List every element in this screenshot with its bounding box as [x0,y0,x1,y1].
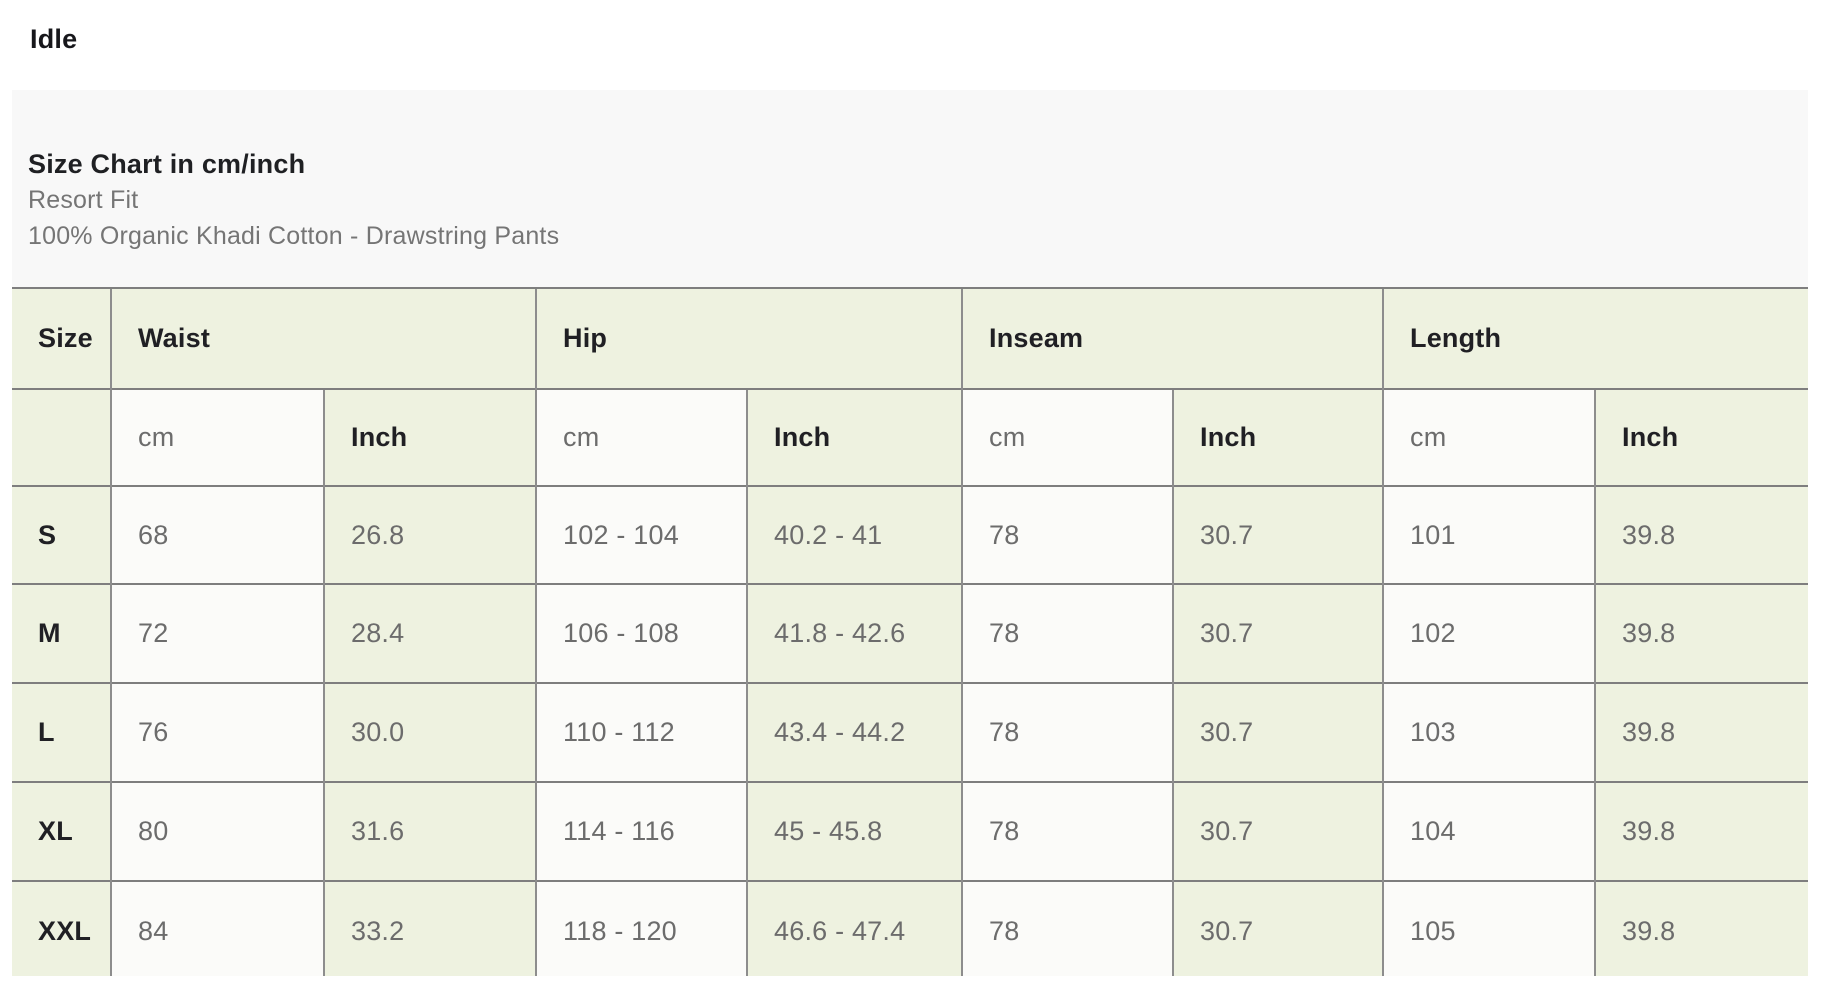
unit-header-inseam-inch: Inch [1172,388,1384,486]
length-cm-value: 102 [1382,583,1596,683]
inseam-cm-value: 78 [961,682,1174,782]
waist-inch-value: 33.2 [322,880,537,976]
corner-header-size: Size [12,287,111,389]
hip-cm-value: 114 - 116 [535,781,748,881]
unit-header-length-cm: cm [1382,388,1596,486]
hip-inch-value: 40.2 - 41 [746,485,963,584]
unit-header-waist-inch: Inch [322,388,537,486]
waist-inch-value: 26.8 [322,485,537,584]
size-chart-panel: Size Chart in cm/inch Resort Fit 100% Or… [12,90,1808,976]
status-text: Idle [30,24,78,54]
length-inch-value: 39.8 [1594,781,1808,881]
inseam-cm-value: 78 [961,583,1174,683]
size-chart-table: Size Waist Hip Inseam Length cm Inch cm … [12,287,1808,976]
size-cell: XXL [12,880,111,976]
length-cm-value: 105 [1382,880,1596,976]
table-row: S 68 26.8 102 - 104 40.2 - 41 78 30.7 10… [12,485,1808,584]
waist-cm-value: 76 [110,682,324,782]
waist-cm-value: 72 [110,583,324,683]
column-group-inseam: Inseam [961,287,1384,389]
inseam-inch-value: 30.7 [1172,880,1384,976]
column-group-row: Size Waist Hip Inseam Length [12,287,1808,389]
waist-cm-value: 68 [110,485,324,584]
inseam-cm-value: 78 [961,781,1174,881]
waist-inch-value: 28.4 [322,583,537,683]
unit-header-waist-cm: cm [110,388,324,486]
length-inch-value: 39.8 [1594,880,1808,976]
hip-inch-value: 46.6 - 47.4 [746,880,963,976]
column-group-hip: Hip [535,287,963,389]
hip-inch-value: 43.4 - 44.2 [746,682,963,782]
waist-cm-value: 80 [110,781,324,881]
column-group-length: Length [1382,287,1808,389]
hip-inch-value: 45 - 45.8 [746,781,963,881]
column-group-waist: Waist [109,287,537,389]
unit-header-hip-cm: cm [535,388,748,486]
hip-inch-value: 41.8 - 42.6 [746,583,963,683]
hip-cm-value: 102 - 104 [535,485,748,584]
size-cell: M [12,583,111,683]
waist-inch-value: 30.0 [322,682,537,782]
size-cell: L [12,682,111,782]
table-row: XXL 84 33.2 118 - 120 46.6 - 47.4 78 30.… [12,880,1808,976]
hip-cm-value: 118 - 120 [535,880,748,976]
material-label: 100% Organic Khadi Cotton - Drawstring P… [28,222,560,250]
length-cm-value: 101 [1382,485,1596,584]
length-cm-value: 103 [1382,682,1596,782]
table-row: M 72 28.4 106 - 108 41.8 - 42.6 78 30.7 … [12,583,1808,683]
hip-cm-value: 106 - 108 [535,583,748,683]
inseam-inch-value: 30.7 [1172,485,1384,584]
size-chart-title: Size Chart in cm/inch [28,149,306,179]
inseam-inch-value: 30.7 [1172,781,1384,881]
size-cell: S [12,485,111,584]
unit-header-length-inch: Inch [1594,388,1808,486]
unit-header-row: cm Inch cm Inch cm Inch cm Inch [12,388,1808,486]
inseam-inch-value: 30.7 [1172,583,1384,683]
size-chart-header: Size Chart in cm/inch Resort Fit 100% Or… [12,90,1808,254]
table-row: XL 80 31.6 114 - 116 45 - 45.8 78 30.7 1… [12,781,1808,881]
unit-header-inseam-cm: cm [961,388,1174,486]
size-cell: XL [12,781,111,881]
length-inch-value: 39.8 [1594,682,1808,782]
length-inch-value: 39.8 [1594,485,1808,584]
inseam-inch-value: 30.7 [1172,682,1384,782]
waist-cm-value: 84 [110,880,324,976]
length-cm-value: 104 [1382,781,1596,881]
fit-label: Resort Fit [28,186,139,214]
unit-header-hip-inch: Inch [746,388,963,486]
unit-header-blank [12,388,111,486]
waist-inch-value: 31.6 [322,781,537,881]
inseam-cm-value: 78 [961,880,1174,976]
hip-cm-value: 110 - 112 [535,682,748,782]
table-row: L 76 30.0 110 - 112 43.4 - 44.2 78 30.7 … [12,682,1808,782]
length-inch-value: 39.8 [1594,583,1808,683]
inseam-cm-value: 78 [961,485,1174,584]
